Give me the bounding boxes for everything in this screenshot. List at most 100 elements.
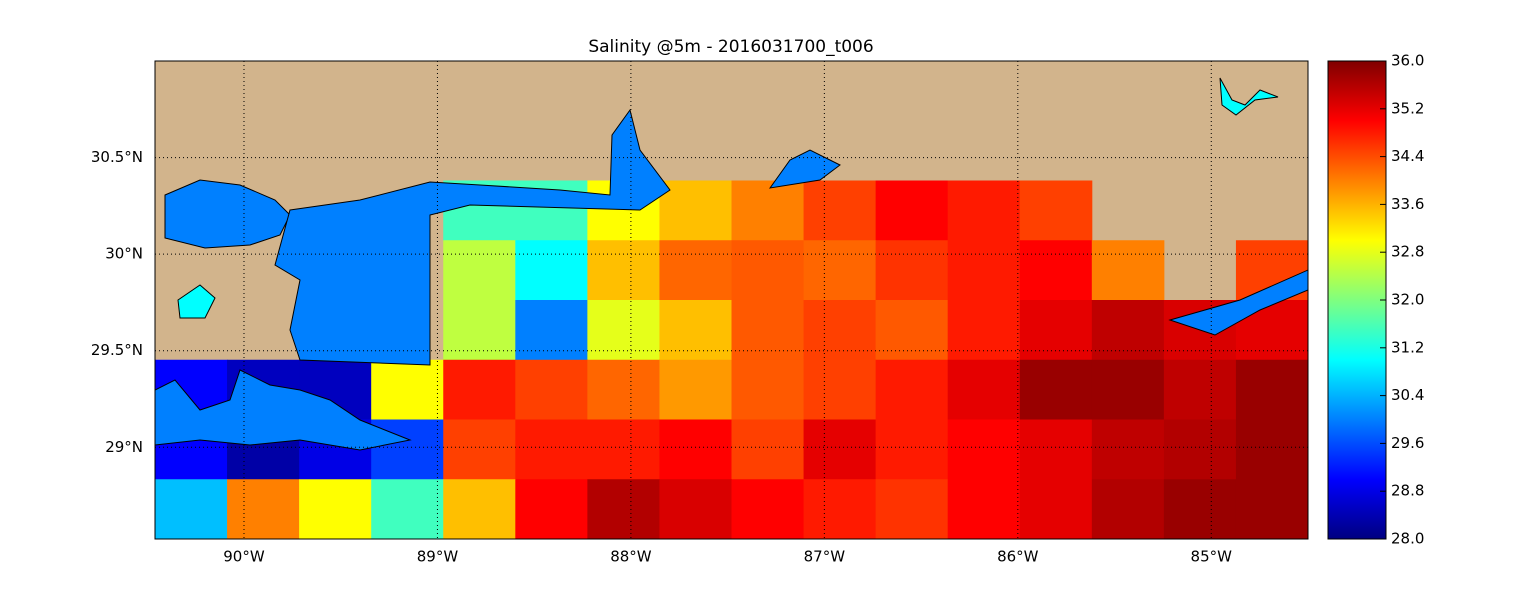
salinity-cell <box>1091 359 1165 420</box>
lake <box>164 179 291 249</box>
map-frame <box>154 60 1309 540</box>
colorbar-tick-label: 28.0 <box>1391 530 1424 548</box>
salinity-cell <box>587 419 660 480</box>
bay <box>155 369 412 451</box>
salinity-cell <box>947 419 1021 480</box>
salinity-cell <box>803 479 877 539</box>
y-tick-label: 30.5°N <box>91 148 143 166</box>
bay <box>274 108 671 366</box>
salinity-cell <box>1163 419 1237 480</box>
salinity-cell <box>1235 419 1308 480</box>
lake <box>177 284 216 319</box>
salinity-cell <box>803 419 877 480</box>
y-tick-label: 29.5°N <box>91 341 143 359</box>
colorbar-tick-label: 31.2 <box>1391 338 1424 356</box>
salinity-cell <box>803 300 877 361</box>
salinity-cell <box>587 479 660 539</box>
bay <box>1168 269 1308 336</box>
salinity-cell <box>587 359 660 420</box>
map-title: Salinity @5m - 2016031700_t006 <box>588 37 873 57</box>
salinity-cell <box>659 240 732 301</box>
salinity-cell <box>1019 180 1093 241</box>
colorbar-tick-label: 36.0 <box>1391 52 1424 70</box>
salinity-cell <box>947 359 1021 420</box>
salinity-cell <box>803 180 877 241</box>
colorbar-tick-label: 33.6 <box>1391 195 1424 213</box>
salinity-cell <box>1091 240 1165 301</box>
salinity-cell <box>443 479 516 539</box>
salinity-cell <box>227 479 300 539</box>
salinity-cell <box>1019 419 1093 480</box>
graticule <box>155 61 1308 539</box>
x-tick-label: 87°W <box>804 548 846 566</box>
salinity-cell <box>731 479 805 539</box>
salinity-cell <box>1235 479 1308 539</box>
colorbar <box>1327 60 1387 540</box>
salinity-cell <box>875 240 949 301</box>
salinity-cell <box>731 180 805 241</box>
x-tick-label: 89°W <box>417 548 459 566</box>
y-tick-label: 30°N <box>105 245 143 263</box>
salinity-cell <box>875 419 949 480</box>
salinity-cell <box>659 419 732 480</box>
salinity-cell <box>1091 300 1165 361</box>
salinity-cell <box>443 240 516 301</box>
salinity-cell <box>803 359 877 420</box>
salinity-cell <box>587 300 660 361</box>
salinity-cell <box>947 300 1021 361</box>
bays <box>155 77 1308 451</box>
colorbar-tick-label: 34.4 <box>1391 147 1424 165</box>
x-tick-label: 85°W <box>1191 548 1233 566</box>
salinity-cell <box>875 300 949 361</box>
salinity-cell <box>1163 479 1237 539</box>
salinity-cell <box>659 359 732 420</box>
colorbar-tick-label: 32.8 <box>1391 243 1424 261</box>
salinity-cell <box>371 359 444 420</box>
salinity-cell <box>299 479 372 539</box>
colorbar-tick-label: 30.4 <box>1391 386 1424 404</box>
salinity-cell <box>443 359 516 420</box>
salinity-cell <box>731 240 805 301</box>
salinity-cell <box>515 419 588 480</box>
salinity-cell <box>515 479 588 539</box>
x-tick-label: 86°W <box>997 548 1039 566</box>
salinity-cell <box>1019 300 1093 361</box>
salinity-cell <box>155 479 228 539</box>
salinity-cell <box>587 240 660 301</box>
salinity-cell <box>947 180 1021 241</box>
salinity-cell <box>443 419 516 480</box>
salinity-cell <box>1235 359 1308 420</box>
salinity-cell <box>1091 479 1165 539</box>
salinity-cell <box>1163 359 1237 420</box>
salinity-cell <box>875 180 949 241</box>
salinity-cell <box>659 479 732 539</box>
colorbar-tick-label: 35.2 <box>1391 99 1424 117</box>
x-tick-label: 88°W <box>610 548 652 566</box>
salinity-cell <box>1019 240 1093 301</box>
salinity-cell <box>659 300 732 361</box>
y-tick-label: 29°N <box>105 438 143 456</box>
bay <box>768 149 841 189</box>
salinity-cell <box>731 300 805 361</box>
salinity-cell <box>1091 419 1165 480</box>
salinity-cell <box>443 300 516 361</box>
salinity-cell <box>515 240 588 301</box>
salinity-cell <box>731 359 805 420</box>
salinity-cell <box>659 180 732 241</box>
salinity-cell <box>875 479 949 539</box>
salinity-cell <box>803 240 877 301</box>
salinity-cell <box>875 359 949 420</box>
salinity-cell <box>731 419 805 480</box>
salinity-cell <box>947 479 1021 539</box>
salinity-field <box>155 180 1308 539</box>
lake <box>1219 77 1279 116</box>
x-tick-label: 90°W <box>223 548 265 566</box>
salinity-cell <box>1019 479 1093 539</box>
salinity-cell <box>515 359 588 420</box>
colorbar-tick-label: 32.0 <box>1391 291 1424 309</box>
salinity-cell <box>515 300 588 361</box>
salinity-cell <box>371 479 444 539</box>
salinity-cell <box>947 240 1021 301</box>
